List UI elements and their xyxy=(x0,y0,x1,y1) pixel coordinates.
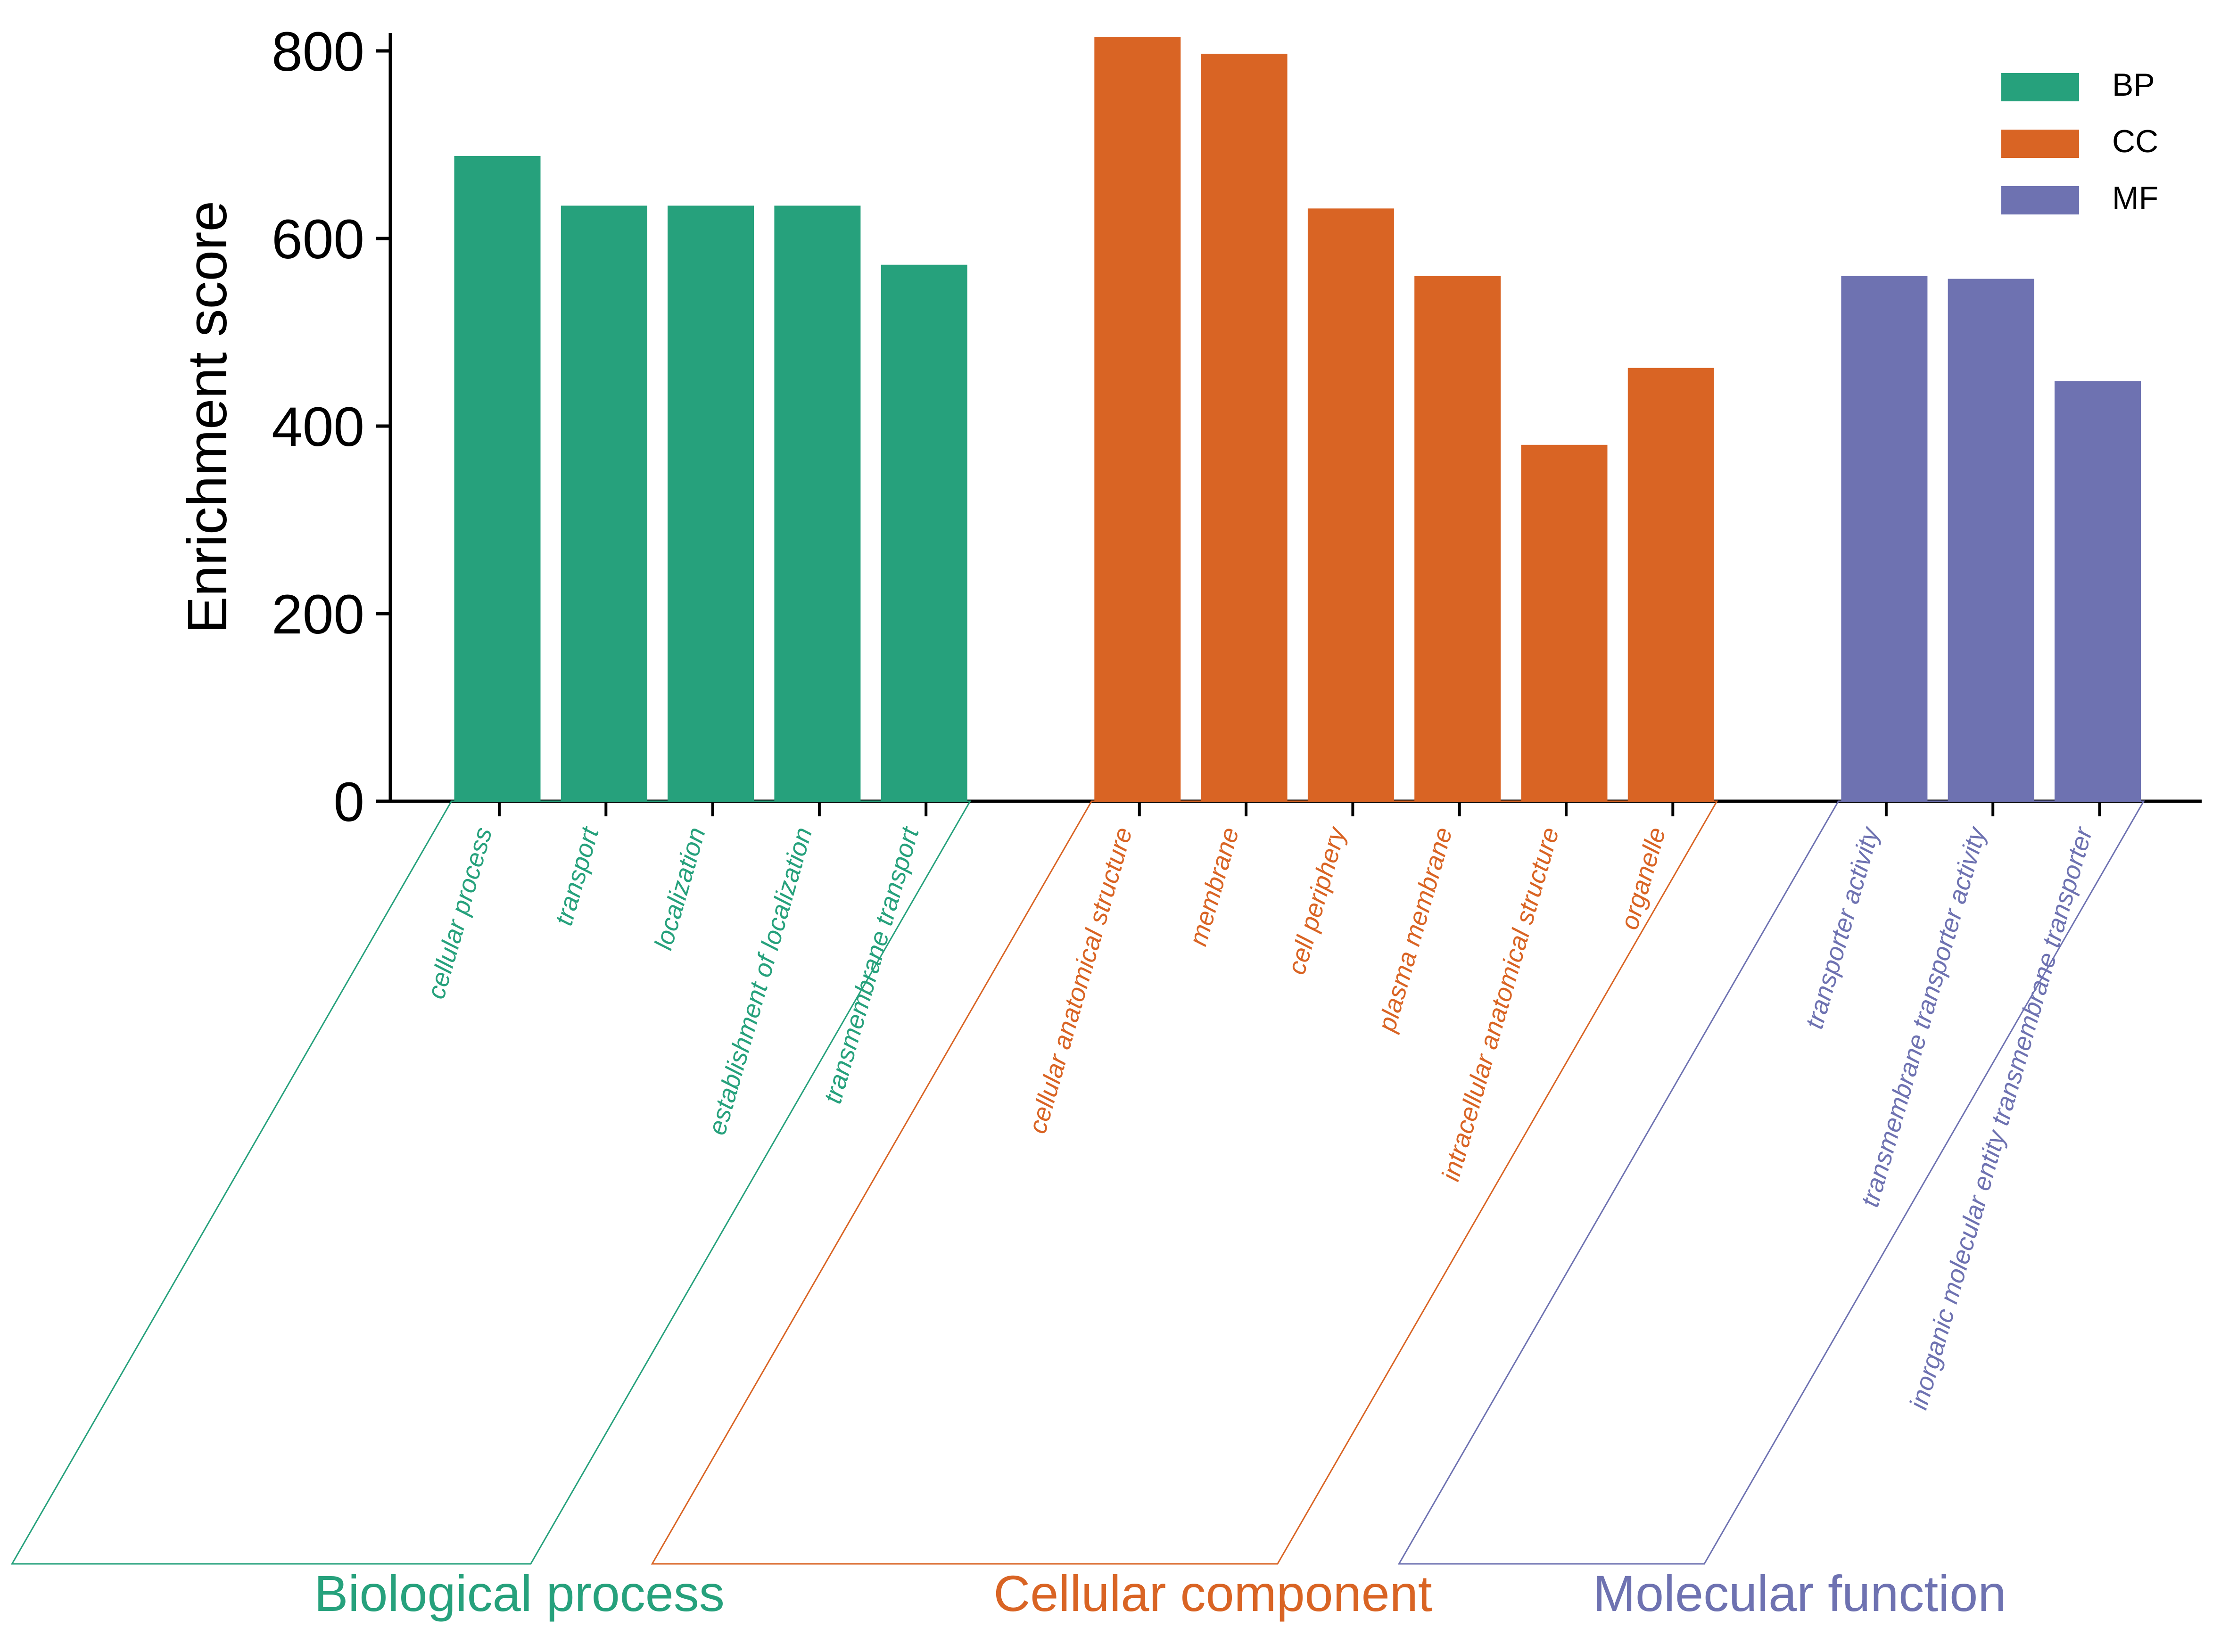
group-label-biological-process: Biological process xyxy=(314,1565,724,1622)
y-tick-label: 400 xyxy=(272,396,364,458)
x-tick-label-organelle: organelle xyxy=(1615,824,1671,933)
x-tick-label-plasma-membrane: plasma membrane xyxy=(1372,824,1458,1036)
x-tick-label-membrane: membrane xyxy=(1184,824,1245,949)
bracket-molecular-function xyxy=(1397,800,2145,1565)
legend: BP CC MF xyxy=(2001,67,2158,216)
y-axis-label: Enrichment score xyxy=(176,201,239,633)
group-brackets: Biological process Cellular component Mole… xyxy=(10,800,2145,1622)
x-tick-label-cellular-anatomical-structure: cellular anatomical structure xyxy=(1023,824,1138,1137)
bar-plasma-membrane xyxy=(1414,276,1501,801)
x-tick-label-cell-periphery: cell periphery xyxy=(1282,823,1352,978)
bars xyxy=(454,37,2141,802)
legend-swatch-mf xyxy=(2001,186,2079,214)
group-label-cellular-component: Cellular component xyxy=(993,1565,1432,1622)
bar-establishment-of-localization xyxy=(774,205,861,802)
x-tick-label-transporter-activity: transporter activity xyxy=(1800,823,1885,1032)
group-label-molecular-function: Molecular function xyxy=(1593,1565,2006,1622)
bar-inorganic-molecular-entity-transmembrane-transporter xyxy=(2055,381,2141,801)
x-tick-label-localization: localization xyxy=(649,824,711,953)
x-tick-label-intracellular-anatomical-structure: intracellular anatomical structure xyxy=(1436,824,1565,1184)
legend-label-bp: BP xyxy=(2112,67,2155,103)
y-tick-label: 0 xyxy=(333,771,364,833)
x-tick-label-transmembrane-transport: transmembrane transport xyxy=(818,823,925,1107)
y-tick-label: 200 xyxy=(272,584,364,646)
y-tick-label: 600 xyxy=(272,208,364,271)
bar-transmembrane-transporter-activity xyxy=(1948,279,2034,801)
bar-cellular-anatomical-structure xyxy=(1094,37,1181,801)
x-tick-label-transport: transport xyxy=(549,823,604,929)
bar-transport xyxy=(561,205,647,802)
bar-localization xyxy=(668,205,754,802)
bar-cell-periphery xyxy=(1307,208,1394,801)
y-tick-label: 800 xyxy=(272,21,364,83)
bracket-cellular-component xyxy=(651,800,1718,1565)
bar-membrane xyxy=(1201,53,1288,802)
x-tick-label-cellular-process: cellular process xyxy=(421,824,497,1002)
legend-swatch-cc xyxy=(2001,130,2079,158)
bar-organelle xyxy=(1627,368,1714,801)
bracket-biological-process xyxy=(10,800,972,1565)
x-tick-label-establishment-of-localization: establishment of localization xyxy=(703,824,818,1138)
legend-swatch-bp xyxy=(2001,73,2079,101)
legend-label-cc: CC xyxy=(2112,123,2158,159)
bar-intracellular-anatomical-structure xyxy=(1521,444,1608,801)
legend-label-mf: MF xyxy=(2112,180,2158,216)
x-tick-label-transmembrane-transporter-activity: transmembrane transporter activity xyxy=(1856,823,1991,1210)
x-tick-labels: cellular process transport localizationest… xyxy=(421,823,2098,1413)
bar-cellular-process xyxy=(454,156,541,801)
bar-transmembrane-transport xyxy=(881,264,967,801)
x-tick-label-inorganic-molecular-entity-transmembrane-transporter: inorganic molecular entity transmembrane… xyxy=(1904,823,2098,1413)
bar-transporter-activity xyxy=(1841,276,1928,801)
